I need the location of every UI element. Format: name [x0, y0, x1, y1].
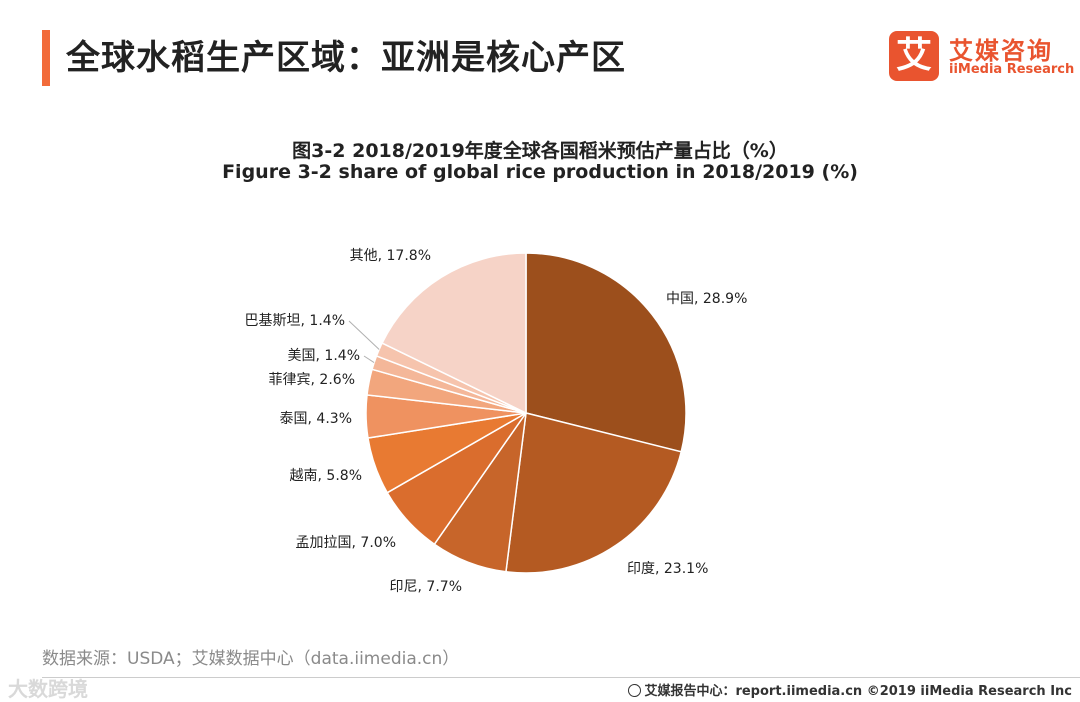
- pie-label-6: 泰国, 4.3%: [280, 411, 352, 427]
- pie-label-5: 越南, 5.8%: [290, 468, 362, 484]
- pie-labels: 中国, 28.9% 印度, 23.1% 印尼, 7.7% 孟加拉国, 7.0% 越南, …: [245, 248, 748, 595]
- pie-label-2: 印度, 23.1%: [627, 561, 708, 577]
- footer-credit: 艾媒报告中心：report.iimedia.cn ©2019 iiMedia R…: [628, 680, 1072, 699]
- data-source: 数据来源：USDA；艾媒数据中心（data.iimedia.cn）: [42, 649, 460, 669]
- pie-leader-lines: [348, 320, 380, 364]
- pie-label-8: 美国, 1.4%: [288, 348, 360, 364]
- pie-slice-1: [525, 252, 687, 453]
- leader-line-9: [348, 320, 380, 350]
- pie-slices: [365, 252, 687, 574]
- pie-label-10: 其他, 17.8%: [350, 248, 431, 264]
- page-title: 全球水稻生产区域：亚洲是核心产区: [66, 38, 626, 78]
- title-accent-bar: [42, 30, 50, 86]
- pie-label-1: 中国, 28.9%: [666, 291, 747, 307]
- chart-subtitle: Figure 3-2 share of global rice producti…: [222, 161, 858, 183]
- pie-slice-2: [505, 412, 683, 574]
- pie-label-3: 印尼, 7.7%: [390, 579, 462, 595]
- pie-label-4: 孟加拉国, 7.0%: [296, 535, 396, 551]
- globe-icon: [628, 684, 642, 697]
- footer-divider: [42, 677, 1080, 678]
- logo-mark-icon: 艾: [889, 31, 939, 81]
- logo-name-cn: 艾媒咨询: [949, 37, 1053, 65]
- pie-slice-10: [381, 252, 527, 415]
- pie-label-7: 菲律宾, 2.6%: [269, 372, 355, 388]
- iimedia-logo: 艾 艾媒咨询 iiMedia Research: [889, 31, 1074, 83]
- watermark-text: 大数跨境: [8, 677, 88, 701]
- logo-name-en: iiMedia Research: [949, 62, 1075, 77]
- leader-line-8: [363, 355, 375, 364]
- chart-title: 图3-2 2018/2019年度全球各国稻米预估产量占比（%）: [292, 140, 788, 162]
- pie-label-9: 巴基斯坦, 1.4%: [245, 312, 345, 329]
- footer-credit-text: 艾媒报告中心：report.iimedia.cn ©2019 iiMedia R…: [644, 684, 1072, 699]
